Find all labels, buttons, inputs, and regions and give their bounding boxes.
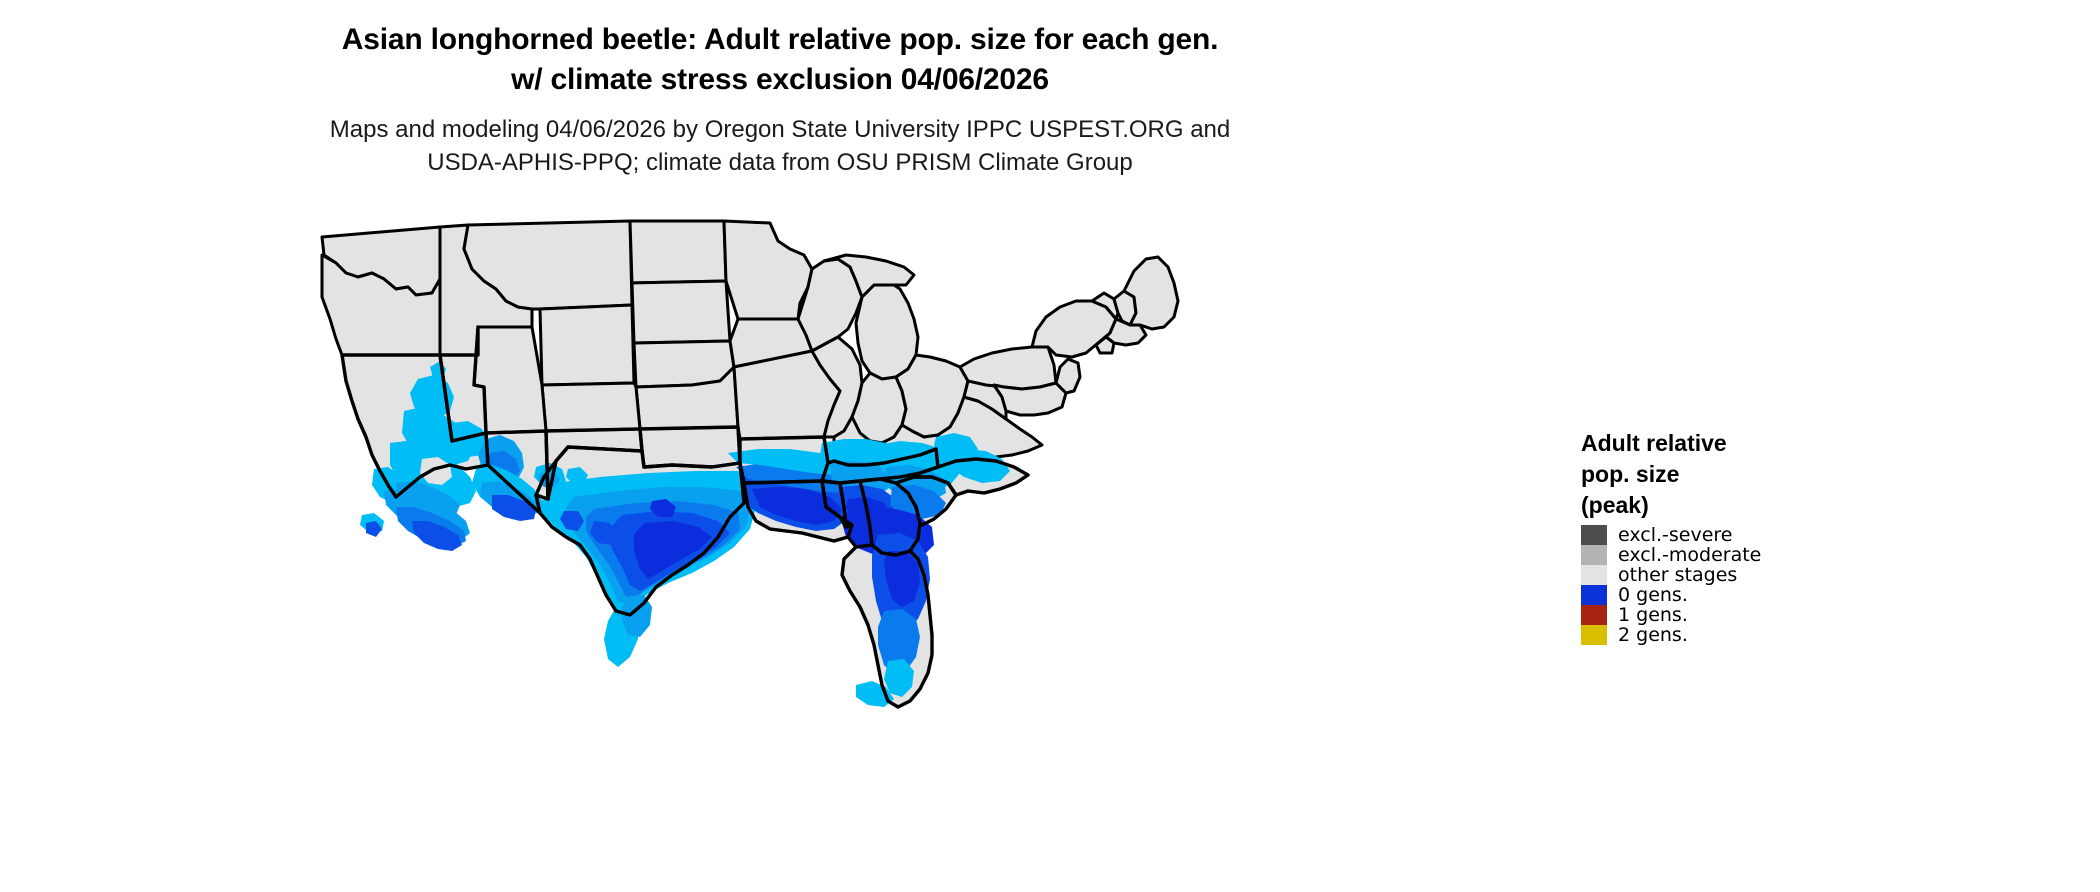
subtitle-line-1: Maps and modeling 04/06/2026 by Oregon S…	[329, 116, 1231, 144]
map-legend: Adult relative pop. size (peak) excl.-se…	[1581, 428, 1881, 647]
state-oregon	[320, 253, 442, 357]
legend-row: excl.-moderate	[1581, 544, 1881, 567]
legend-label: other stages	[1618, 564, 1738, 587]
legend-items: excl.-severe excl.-moderate other stages 0 …	[1581, 524, 1881, 647]
legend-label: 2 gens.	[1618, 624, 1688, 647]
outline-north-carolina	[912, 457, 1030, 497]
title-line-1: Asian longhorned beetle: Adult relative …	[341, 23, 1219, 56]
legend-color-swatch	[1581, 525, 1607, 546]
legend-label: excl.-moderate	[1618, 544, 1762, 567]
outline-florida	[840, 543, 934, 709]
legend-color-swatch	[1581, 565, 1607, 586]
state-oklahoma	[638, 425, 742, 469]
title-line-2: w/ climate stress exclusion 04/06/2026	[511, 62, 1049, 96]
legend-label: 1 gens.	[1618, 604, 1688, 627]
legend-row: 0 gens.	[1581, 584, 1881, 607]
state-maryland	[992, 381, 1068, 417]
state-south-dakota	[630, 279, 732, 345]
legend-color-swatch	[1581, 605, 1607, 626]
legend-color-swatch	[1581, 625, 1607, 646]
map-panel	[300, 215, 1560, 880]
united-states-map	[300, 215, 1560, 880]
page-subtitle: Maps and modeling 04/06/2026 by Oregon S…	[0, 113, 1560, 179]
state-massachusetts	[1104, 317, 1148, 347]
state-maine	[1122, 255, 1180, 331]
overlay-texas	[542, 471, 756, 667]
overlay-gulf-coast	[728, 449, 854, 531]
outline-nevada	[438, 325, 488, 443]
legend-label: excl.-severe	[1618, 524, 1733, 547]
legend-label: 0 gens.	[1618, 584, 1688, 607]
legend-color-swatch	[1581, 545, 1607, 566]
state-north-dakota	[628, 219, 728, 285]
state-new-jersey	[1054, 357, 1082, 395]
state-michigan-up	[822, 253, 916, 299]
subtitle-line-2: USDA-APHIS-PPQ; climate data from OSU PR…	[427, 149, 1133, 177]
legend-row: 2 gens.	[1581, 624, 1881, 647]
legend-color-swatch	[1581, 585, 1607, 606]
state-colorado	[540, 381, 642, 433]
chart-header: Asian longhorned beetle: Adult relative …	[0, 0, 1560, 179]
legend-row: excl.-severe	[1581, 524, 1881, 547]
legend-title: Adult relative pop. size (peak)	[1581, 430, 1727, 518]
population-overlay	[360, 361, 1010, 707]
legend-row: other stages	[1581, 564, 1881, 587]
state-wyoming	[538, 303, 636, 387]
overlay-southern-california	[360, 489, 470, 551]
overlay-carolina-coast	[946, 449, 1010, 483]
outline-oklahoma	[638, 425, 742, 469]
state-outlines-overlay	[340, 325, 1030, 709]
legend-row: 1 gens.	[1581, 604, 1881, 627]
overlay-arizona	[472, 435, 588, 521]
page-title: Asian longhorned beetle: Adult relative …	[0, 20, 1560, 99]
state-connecticut	[1094, 335, 1116, 355]
outline-tennessee	[820, 447, 940, 485]
